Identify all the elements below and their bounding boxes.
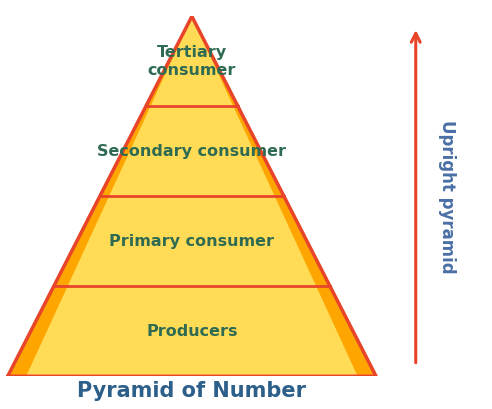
Polygon shape xyxy=(54,196,330,286)
Polygon shape xyxy=(26,286,358,376)
Text: Primary consumer: Primary consumer xyxy=(109,234,275,249)
Polygon shape xyxy=(151,16,233,106)
Text: Producers: Producers xyxy=(146,324,238,339)
Text: Secondary consumer: Secondary consumer xyxy=(97,144,286,159)
Text: Pyramid of Number: Pyramid of Number xyxy=(77,381,307,401)
Text: Upright pyramid: Upright pyramid xyxy=(438,119,456,273)
Polygon shape xyxy=(67,196,316,286)
Polygon shape xyxy=(109,106,275,196)
Polygon shape xyxy=(146,16,238,106)
Text: Tertiary
consumer: Tertiary consumer xyxy=(148,45,236,78)
Polygon shape xyxy=(100,106,284,196)
Polygon shape xyxy=(8,286,376,376)
